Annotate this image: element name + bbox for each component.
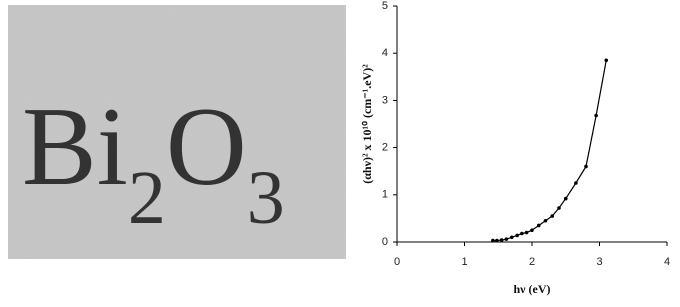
photo-text-subscript: 2 — [128, 156, 166, 240]
data-point — [550, 214, 554, 218]
y-tick-label: 2 — [382, 142, 388, 154]
x-tick-label: 1 — [461, 256, 467, 268]
data-point — [495, 239, 499, 243]
figure: Bi2O3 hν (eV) (αhν)² x 10¹⁰ (cm⁻¹.eV)² 0… — [0, 0, 680, 302]
data-point — [604, 58, 608, 62]
y-tick-label: 0 — [382, 236, 388, 248]
data-point — [505, 237, 509, 241]
x-tick-label: 3 — [596, 256, 602, 268]
data-point — [500, 238, 504, 242]
data-point — [574, 181, 578, 185]
data-point — [557, 206, 561, 210]
x-tick-label: 0 — [394, 256, 400, 268]
data-point — [515, 234, 519, 238]
y-tick-label: 1 — [382, 189, 388, 201]
data-point — [584, 165, 588, 169]
data-point — [530, 228, 534, 232]
photo-text-subscript: 3 — [247, 156, 285, 240]
data-point — [491, 239, 495, 243]
y-tick-label: 3 — [382, 94, 388, 106]
page: {"photo": {"text": ["Bi", "2", "O", "3"]… — [0, 0, 680, 302]
data-point — [544, 219, 548, 223]
data-point — [520, 232, 524, 236]
y-tick-label: 4 — [382, 47, 388, 59]
x-tick-label: 4 — [664, 256, 670, 268]
photo: Bi2O3 — [8, 5, 346, 259]
x-axis-label: hν (eV) — [513, 282, 550, 296]
data-point — [564, 197, 568, 201]
chart: hν (eV) (αhν)² x 10¹⁰ (cm⁻¹.eV)² 0 1 2 3 4 5 0… — [360, 0, 670, 296]
data-line — [493, 60, 606, 240]
photo-text-part: Bi — [22, 85, 128, 209]
data-point — [594, 114, 598, 118]
data-point — [510, 235, 514, 239]
y-tick-label: 5 — [382, 0, 388, 12]
data-point — [537, 224, 541, 228]
data-point — [525, 231, 529, 235]
y-axis-label: (αhν)² x 10¹⁰ (cm⁻¹.eV)² — [360, 64, 374, 184]
photo-text-part: O — [166, 85, 247, 209]
x-tick-label: 2 — [529, 256, 535, 268]
